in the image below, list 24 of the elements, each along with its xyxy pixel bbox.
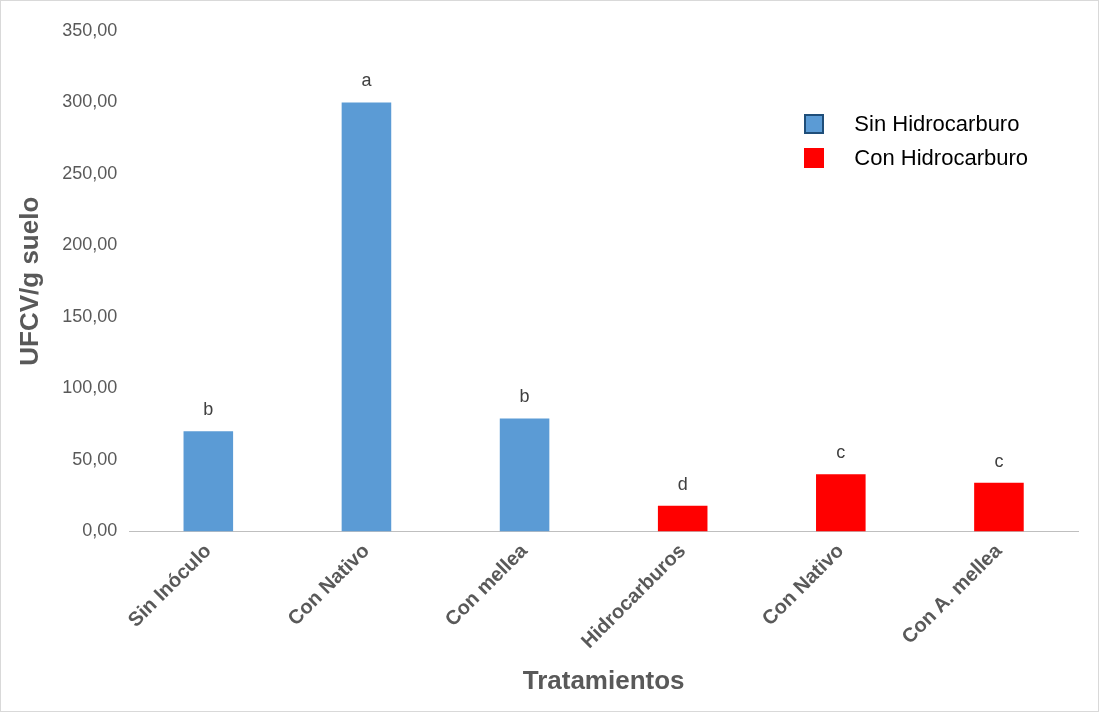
y-tick-label: 50,00 [72,448,118,469]
y-tick-label: 300,00 [62,91,118,112]
y-axis-title: UFCV/g suelo [13,196,44,366]
legend-label: Con Hidrocarburo [854,145,1028,171]
y-tick-label: 100,00 [62,377,118,398]
bar [341,102,392,532]
x-axis-title: Tratamientos [522,664,685,695]
y-tick-label: 150,00 [62,305,118,326]
data-label: b [519,386,530,407]
data-label: c [994,450,1004,471]
bar [657,505,708,532]
bar [183,431,234,532]
y-tick-label: 250,00 [62,162,118,183]
data-label: b [203,399,214,420]
bar [816,474,866,532]
data-label: d [677,473,688,494]
data-label: a [361,70,373,91]
legend-label: Sin Hidrocarburo [854,111,1020,137]
bar [974,482,1024,532]
bar [499,418,550,532]
y-tick-label: 0,00 [82,520,118,541]
data-label: c [836,442,846,463]
y-tick-label: 350,00 [62,19,118,40]
y-tick-label: 200,00 [62,234,118,255]
